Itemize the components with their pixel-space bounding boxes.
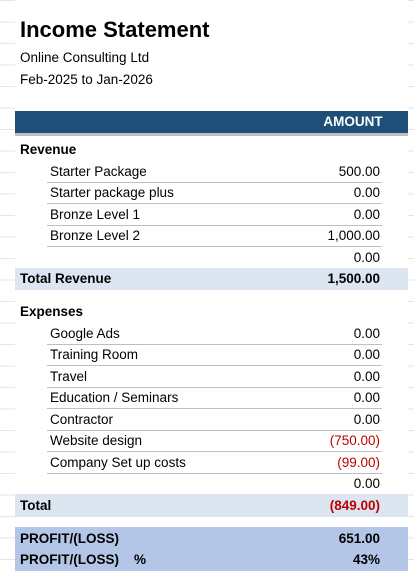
row-rule (47, 429, 382, 431)
row-amount: 500.00 (338, 163, 380, 179)
profit-pct-label: PROFIT/(LOSS) % (20, 552, 147, 567)
column-header: AMOUNT (323, 114, 383, 129)
statement: Income Statement Online Consulting Ltd F… (15, 0, 408, 571)
header-bar (15, 111, 408, 133)
row-rule (47, 246, 382, 247)
period: Feb-2025 to Jan-2026 (20, 72, 153, 87)
row-rule (47, 365, 382, 366)
row-rule (47, 386, 382, 388)
total-amount: (849.00) (329, 497, 380, 513)
title: Income Statement (20, 17, 210, 42)
row-rule (47, 343, 382, 345)
row-label: Starter package plus (50, 185, 174, 200)
row-rule (47, 451, 382, 452)
total-label: Total (20, 497, 52, 513)
row-label: Contractor (50, 411, 114, 427)
total-band (15, 268, 408, 290)
row-rule (47, 408, 382, 409)
section-heading: Expenses (20, 304, 84, 319)
row-label: Company Set up costs (50, 454, 186, 470)
row-label: Google Ads (50, 325, 120, 341)
row-label: Website design (50, 433, 143, 448)
row-amount: 0.00 (353, 249, 380, 265)
row-label: Starter Package (50, 163, 147, 179)
row-amount: (750.00) (329, 433, 380, 448)
row-amount: 0.00 (353, 411, 380, 427)
row-rule (47, 181, 382, 183)
row-label: Bronze Level 1 (50, 206, 141, 222)
company: Online Consulting Ltd (20, 50, 150, 65)
row-amount: (99.00) (337, 454, 380, 470)
row-rule (47, 224, 382, 226)
profit-pct-amount: 43% (352, 552, 380, 567)
row-label: Travel (50, 368, 88, 384)
row-amount: 0.00 (353, 206, 380, 222)
total-amount: 1,500.00 (327, 271, 380, 286)
section-heading: Revenue (20, 142, 77, 157)
row-amount: 0.00 (353, 325, 380, 341)
row-label: Education / Seminars (50, 390, 179, 405)
row-rule (47, 472, 382, 474)
profit-label: PROFIT/(LOSS) (20, 531, 119, 546)
row-amount: 1,000.00 (327, 228, 380, 243)
row-amount: 0.00 (353, 390, 380, 405)
header-rule (15, 133, 408, 136)
row-rule (47, 203, 382, 204)
profit-band (15, 527, 408, 571)
total-band (15, 494, 408, 517)
row-label: Bronze Level 2 (50, 228, 141, 243)
row-label: Training Room (50, 347, 139, 362)
row-amount: 0.00 (353, 347, 380, 362)
row-amount: 0.00 (353, 476, 380, 491)
profit-amount: 651.00 (338, 531, 380, 546)
row-amount: 0.00 (353, 368, 380, 384)
total-label: Total Revenue (20, 271, 112, 286)
row-amount: 0.00 (353, 185, 380, 200)
